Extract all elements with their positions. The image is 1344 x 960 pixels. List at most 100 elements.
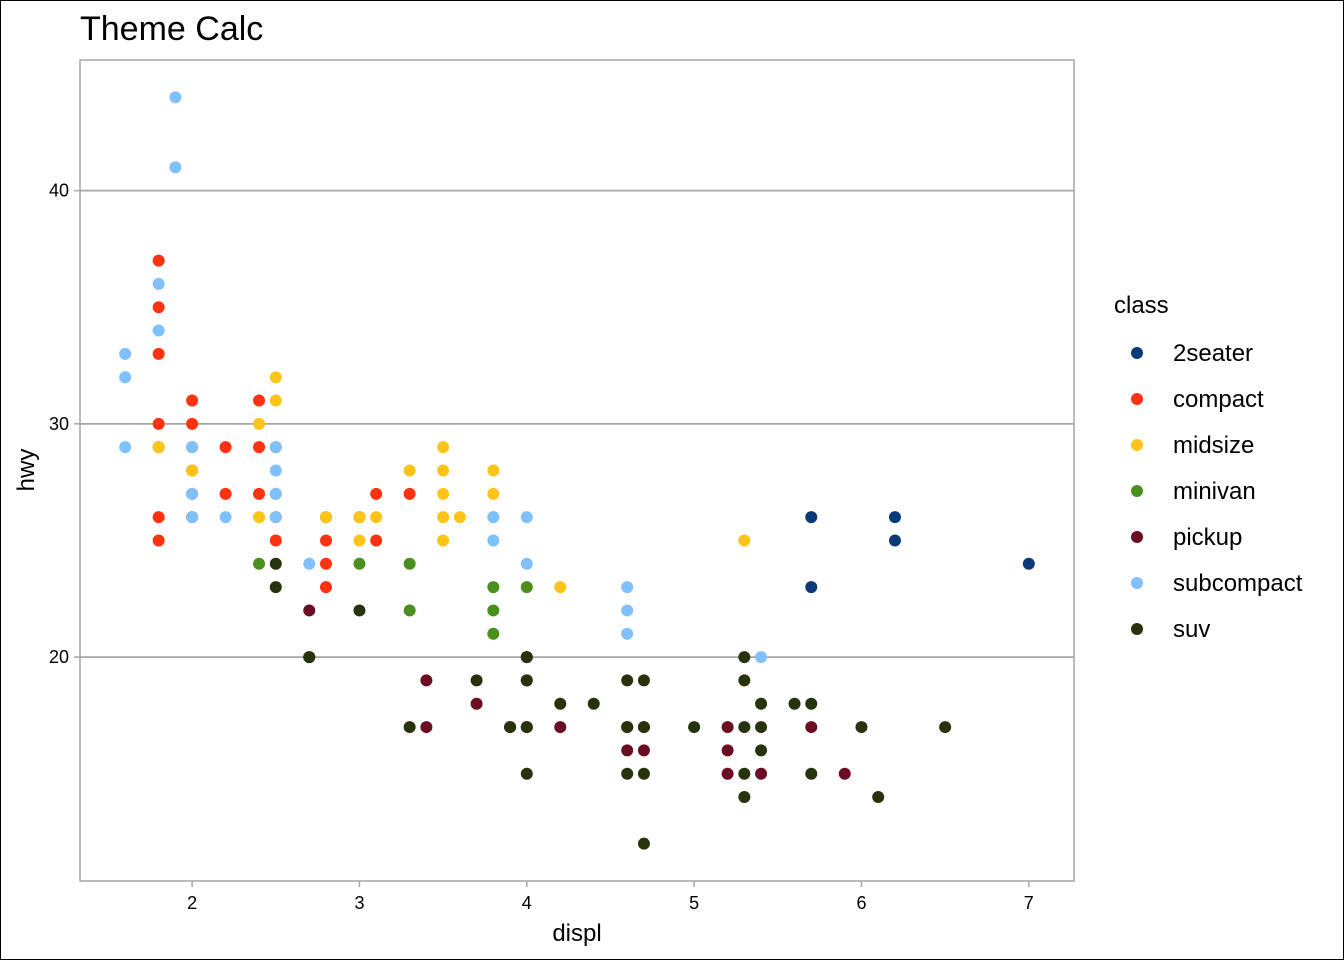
point-suv [621, 767, 634, 780]
point-compact [319, 534, 332, 547]
point-suv [805, 697, 818, 710]
point-midsize [370, 511, 383, 524]
point-subcompact [269, 441, 282, 454]
legend-label-compact: compact [1173, 386, 1264, 413]
legend-key-subcompact [1131, 577, 1143, 589]
point-suv [738, 674, 751, 687]
point-compact [253, 441, 266, 454]
point-subcompact [186, 487, 199, 500]
point-suv [520, 721, 533, 734]
point-subcompact [186, 441, 199, 454]
point-pickup [420, 674, 433, 687]
point-pickup [554, 721, 567, 734]
point-pickup [303, 604, 316, 617]
point-subcompact [520, 557, 533, 570]
point-suv [738, 651, 751, 664]
point-midsize [269, 394, 282, 407]
y-tick-label-40: 40 [49, 181, 69, 201]
point-midsize [253, 417, 266, 430]
legend-label-midsize: midsize [1173, 432, 1254, 459]
y-axis: 20 30 40 [49, 181, 80, 667]
point-2seater [805, 581, 818, 594]
point-pickup [721, 721, 734, 734]
point-suv [303, 651, 316, 664]
point-suv [637, 837, 650, 850]
x-tick-label-5: 5 [689, 893, 699, 913]
legend-label-subcompact: subcompact [1173, 570, 1303, 597]
point-suv [738, 721, 751, 734]
point-compact [403, 487, 416, 500]
point-suv [520, 651, 533, 664]
point-minivan [487, 627, 500, 640]
point-subcompact [219, 511, 232, 524]
legend-label-2seater: 2seater [1173, 340, 1253, 367]
point-midsize [186, 464, 199, 477]
point-compact [269, 534, 282, 547]
point-midsize [353, 534, 366, 547]
point-compact [152, 254, 165, 267]
point-subcompact [487, 534, 500, 547]
legend-key-compact [1131, 393, 1143, 405]
point-2seater [888, 511, 901, 524]
point-subcompact [621, 604, 634, 617]
point-subcompact [269, 464, 282, 477]
point-midsize [269, 371, 282, 384]
point-suv [805, 767, 818, 780]
point-subcompact [119, 371, 132, 384]
point-midsize [487, 487, 500, 500]
x-tick-label-7: 7 [1024, 893, 1034, 913]
legend-label-minivan: minivan [1173, 478, 1256, 505]
point-compact [186, 417, 199, 430]
point-2seater [1022, 557, 1035, 570]
y-axis-title: hwy [13, 449, 40, 492]
data-points [119, 91, 1035, 850]
point-subcompact [487, 511, 500, 524]
point-suv [738, 767, 751, 780]
y-tick-label-30: 30 [49, 414, 69, 434]
x-tick-label-2: 2 [187, 893, 197, 913]
point-midsize [554, 581, 567, 594]
point-minivan [353, 557, 366, 570]
point-subcompact [269, 511, 282, 524]
point-midsize [437, 487, 450, 500]
point-compact [152, 301, 165, 314]
point-compact [253, 394, 266, 407]
point-suv [738, 791, 751, 804]
point-subcompact [152, 277, 165, 290]
point-subcompact [269, 487, 282, 500]
legend-label-pickup: pickup [1173, 524, 1242, 551]
point-suv [637, 721, 650, 734]
point-subcompact [755, 651, 768, 664]
point-pickup [755, 767, 768, 780]
point-compact [219, 487, 232, 500]
legend: class 2seater compact midsize minivan pickup… [1114, 292, 1303, 643]
point-suv [504, 721, 517, 734]
point-minivan [520, 581, 533, 594]
point-midsize [453, 511, 466, 524]
point-suv [939, 721, 952, 734]
point-pickup [721, 767, 734, 780]
grid-lines [80, 189, 1074, 658]
point-compact [370, 487, 383, 500]
point-suv [353, 604, 366, 617]
x-tick-label-3: 3 [354, 893, 364, 913]
x-axis: 2 3 4 5 6 7 [187, 881, 1034, 913]
point-subcompact [186, 511, 199, 524]
point-midsize [319, 511, 332, 524]
legend-key-2seater [1131, 347, 1143, 359]
legend-key-pickup [1131, 531, 1143, 543]
point-suv [470, 674, 483, 687]
point-subcompact [621, 627, 634, 640]
point-suv [755, 697, 768, 710]
point-suv [755, 744, 768, 757]
point-subcompact [152, 324, 165, 337]
plot-panel-border [79, 59, 1075, 882]
point-2seater [888, 534, 901, 547]
point-minivan [487, 581, 500, 594]
point-pickup [805, 721, 818, 734]
point-pickup [470, 697, 483, 710]
point-compact [152, 511, 165, 524]
point-minivan [403, 604, 416, 617]
point-suv [520, 674, 533, 687]
